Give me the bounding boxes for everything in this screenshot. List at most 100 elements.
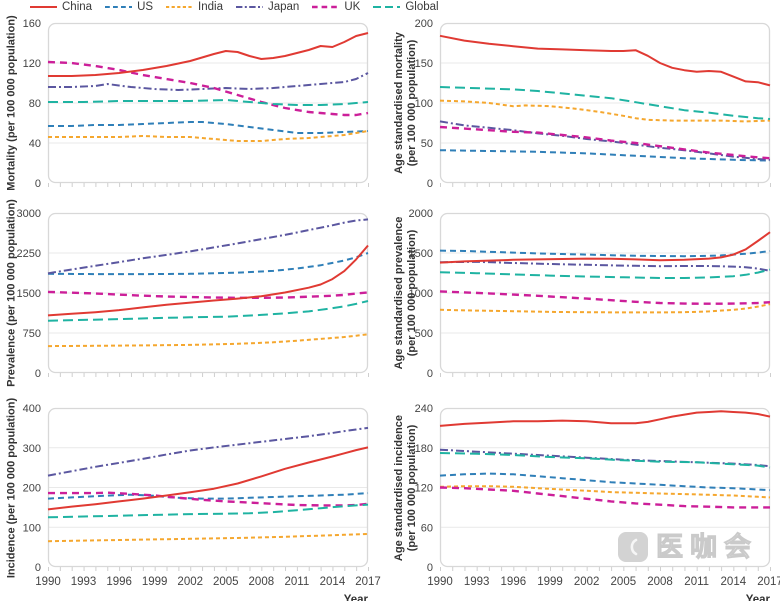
legend-line-swatch	[105, 6, 133, 8]
x-tick-label: 2011	[684, 576, 709, 588]
y-tick-label: 200	[23, 483, 41, 495]
y-tick-label: 1500	[17, 288, 41, 300]
panel-age-standardised-prevalence: 0 500 1000 1500 2000	[390, 206, 780, 390]
series-line-china	[439, 34, 771, 87]
y-tick-label: 160	[23, 18, 41, 30]
series-line-uk	[439, 290, 771, 305]
series-line-us	[48, 121, 369, 134]
x-tick-label: 1993	[71, 576, 97, 588]
x-axis-title: Year	[344, 594, 369, 601]
series-line-us	[439, 472, 771, 492]
y-axis-title-line: Prevalence (per 100 000 population)	[5, 199, 18, 387]
series-line-india	[48, 130, 369, 142]
y-tick-label: 100	[415, 98, 433, 110]
legend-item-japan: Japan	[235, 1, 299, 13]
legend-label: UK	[344, 1, 361, 13]
y-tick-label: 0	[427, 562, 433, 574]
panel-incidence: 0 100 200 300 400 1990 1993 1996 1999 2002 2005 200…	[0, 401, 390, 601]
y-axis-title-line: Incidence (per 100 000 population)	[5, 397, 18, 578]
y-tick-label: 120	[23, 58, 41, 70]
x-tick-label: 2005	[611, 576, 637, 588]
y-axis-title-age-standardised-mortality: Age standardised mortality (per 100 000 p…	[393, 0, 419, 208]
series-line-japan	[439, 448, 771, 468]
y-tick-label: 150	[415, 58, 433, 70]
y-tick-label: 500	[415, 328, 433, 340]
series-line-global	[48, 99, 369, 106]
y-axis-title-age-standardised-incidence: Age standardised incidence (per 100 000 p…	[393, 383, 419, 593]
legend-line-swatch	[235, 6, 263, 8]
panel-border	[439, 22, 771, 184]
panel-border	[47, 407, 369, 568]
legend-item-us: US	[105, 1, 153, 13]
x-tick-label: 1999	[142, 576, 168, 588]
y-tick-label: 40	[29, 138, 41, 150]
series-line-uk	[48, 491, 369, 507]
series-line-china	[48, 32, 369, 77]
panel-mortality: 0 40 80 120 160	[0, 16, 390, 200]
legend-label: India	[198, 1, 223, 13]
y-tick-label: 400	[23, 403, 41, 415]
x-tick-label: 1993	[464, 576, 490, 588]
series-line-india	[47, 533, 369, 543]
legend-item-india: India	[166, 1, 223, 13]
legend-item-china: China	[30, 1, 92, 13]
y-axis-title-line: Age standardised incidence	[393, 414, 406, 561]
x-tick-label: 2017	[757, 576, 780, 588]
x-tick-label: 1990	[427, 576, 453, 588]
y-axis-title-line: (per 100 000 population)	[406, 39, 418, 167]
legend: China US India Japan UK Global	[30, 0, 439, 14]
series-line-india	[439, 303, 771, 314]
legend-label: China	[62, 1, 93, 13]
series-line-japan	[47, 426, 369, 477]
panel-age-standardised-incidence: 0 60 120 180 240 1990 1993 1996 1999 2002 2005 2008…	[390, 401, 780, 601]
series-line-india	[439, 485, 771, 499]
series-line-global	[439, 452, 771, 469]
legend-label: Global	[405, 1, 439, 13]
y-tick-label: 0	[427, 178, 433, 190]
y-tick-label: 0	[35, 178, 41, 190]
y-tick-label: 120	[415, 483, 433, 495]
panel-age-standardised-mortality: 0 50 100 150 200	[390, 16, 780, 200]
y-tick-label: 0	[35, 562, 41, 574]
series-line-india	[439, 99, 771, 123]
chart-svg-incidence: 0 100 200 300 400 1990 1993 1996 1999 2002 2005 200…	[23, 403, 381, 601]
y-axis-title-line: Mortality (per 100 000 population)	[5, 15, 18, 191]
x-tick-label: 2002	[574, 576, 600, 588]
y-axis-title-mortality: Mortality (per 100 000 population)	[6, 0, 19, 208]
series-line-japan	[48, 72, 369, 91]
legend-item-global: Global	[373, 1, 439, 13]
x-tick-label: 1999	[537, 576, 563, 588]
y-tick-label: 80	[29, 98, 41, 110]
y-axis-title-line: Age standardised mortality	[393, 32, 406, 174]
series-line-global	[439, 86, 771, 120]
series-line-us	[47, 252, 369, 276]
y-tick-label: 750	[23, 328, 41, 340]
series-line-china	[439, 410, 771, 427]
y-axis-title-age-standardised-prevalence: Age standardised prevalence (per 100 000 …	[393, 188, 419, 398]
legend-line-swatch	[166, 6, 194, 8]
series-line-japan	[47, 218, 369, 275]
x-tick-label: 2008	[249, 576, 275, 588]
y-axis-title-line: (per 100 000 population)	[406, 424, 418, 551]
chart-svg-age-standardised-prevalence: 0 500 1000 1500 2000	[409, 208, 771, 380]
series-line-global	[47, 300, 369, 322]
series-line-uk	[47, 60, 369, 117]
y-tick-label: 200	[415, 18, 433, 30]
legend-line-swatch	[30, 6, 57, 8]
y-tick-label: 180	[415, 443, 433, 455]
series-line-us	[47, 492, 369, 500]
y-axis-title-line: Age standardised prevalence	[393, 216, 406, 370]
x-tick-label: 1996	[106, 576, 132, 588]
y-tick-label: 100	[23, 522, 41, 534]
series-line-china	[439, 231, 771, 264]
x-tick-label: 2017	[355, 576, 381, 588]
series-line-china	[47, 244, 369, 317]
x-tick-label: 2005	[213, 576, 239, 588]
x-tick-label: 2008	[647, 576, 673, 588]
series-line-global	[439, 268, 771, 279]
series-line-global	[47, 503, 369, 519]
legend-label: US	[137, 1, 154, 13]
y-tick-label: 240	[415, 403, 433, 415]
chart-svg-age-standardised-incidence: 0 60 120 180 240 1990 1993 1996 1999 2002 2005 2008…	[415, 403, 780, 601]
